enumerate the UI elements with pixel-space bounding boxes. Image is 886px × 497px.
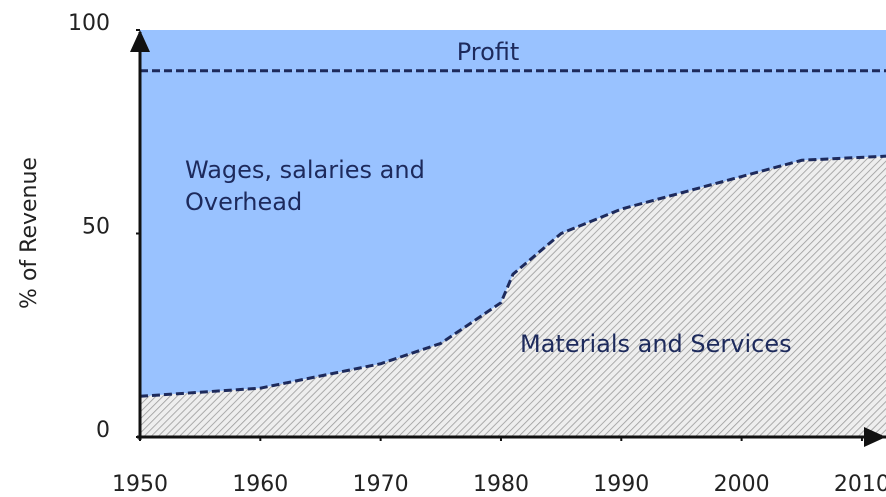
- y-tick-label: 100: [68, 11, 110, 36]
- area: [140, 30, 886, 71]
- x-tick-label: 1960: [232, 472, 288, 497]
- y-tick-label: 50: [82, 215, 110, 240]
- x-tick-label: 1990: [593, 472, 649, 497]
- area: [140, 156, 886, 438]
- boundary-line: [139, 154, 886, 398]
- x-tick-label: 1980: [473, 472, 529, 497]
- series-label: Materials and Services: [520, 330, 792, 358]
- x-axis-arrow: [864, 427, 886, 447]
- series-label: Wages, salaries and Overhead: [185, 156, 425, 216]
- y-axis-label: % of Revenue: [17, 157, 42, 309]
- series-label: Profit: [456, 38, 520, 66]
- x-tick-label: 1970: [353, 472, 409, 497]
- area: [140, 70, 886, 397]
- x-tick-label: 2010: [834, 472, 886, 497]
- y-axis-arrow: [130, 30, 150, 52]
- x-tick-label: 1950: [112, 472, 168, 497]
- x-tick-label: 2000: [714, 472, 770, 497]
- y-tick-label: 0: [96, 418, 110, 443]
